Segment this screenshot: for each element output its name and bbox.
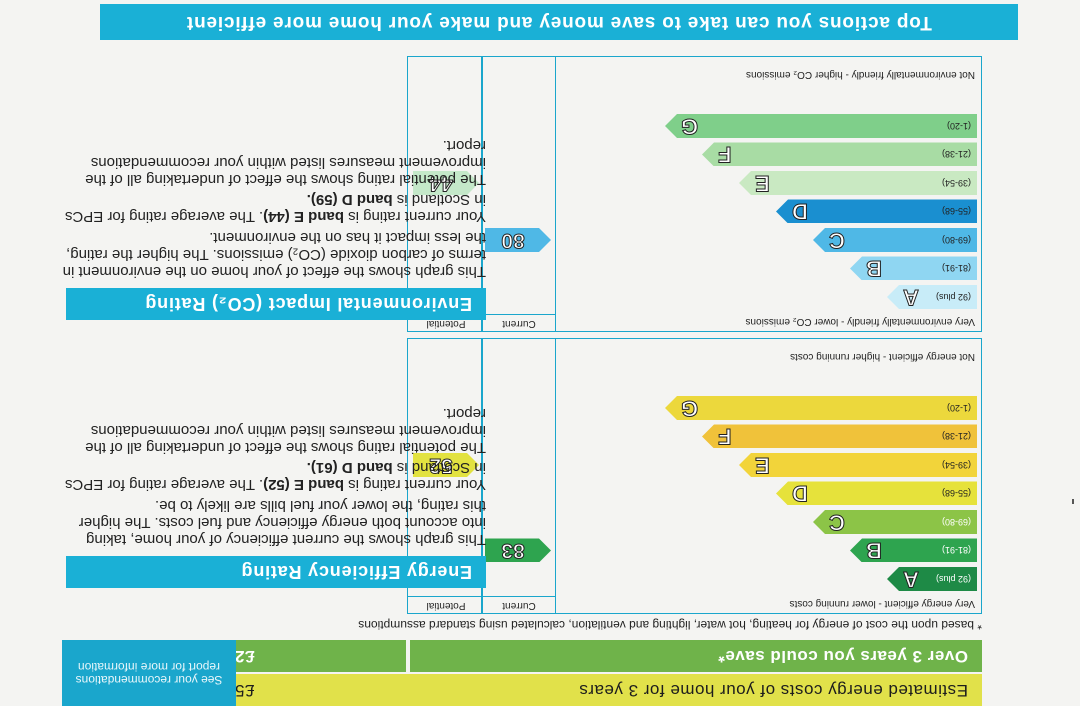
page-header-bar: Top actions you can take to save money a… bbox=[100, 4, 1018, 40]
co2-band-letter: A bbox=[903, 285, 919, 310]
co2-para-2: Your current rating is band E (44). The … bbox=[64, 191, 486, 225]
energy-efficiency-heading: Energy Efficiency Rating bbox=[66, 556, 486, 588]
energy-band-letter: E bbox=[755, 453, 770, 478]
co2-current-band: band E (44) bbox=[263, 208, 344, 225]
energy-current-band: band E (52) bbox=[263, 476, 344, 493]
energy-band-d: (55-68) D bbox=[776, 482, 977, 506]
co2-band-range: (39-54) bbox=[941, 178, 971, 188]
energy-bottom-caption: Not energy efficient - higher running co… bbox=[790, 351, 975, 362]
co2-band-range: (81-91) bbox=[941, 263, 971, 274]
energy-para-2: Your current rating is band E (52). The … bbox=[64, 459, 486, 493]
energy-potential-arrow: 83 bbox=[485, 539, 551, 563]
energy-band-letter: D bbox=[792, 481, 808, 507]
energy-band-letter: C bbox=[829, 510, 845, 535]
energy-para-3: The potential rating shows the effect of… bbox=[85, 405, 486, 456]
energy-col-potential: Potential bbox=[426, 600, 466, 611]
energy-col-current: Current bbox=[502, 600, 536, 611]
co2-description: This graph shows the effect of your home… bbox=[62, 137, 486, 280]
co2-chart-frame: Very environmentally friendly - lower CO… bbox=[555, 56, 982, 332]
energy-para-1: This graph shows the current efficiency … bbox=[78, 497, 486, 548]
co2-band-c: (69-80) C bbox=[813, 228, 977, 252]
co2-band-g: (1-20) G bbox=[665, 114, 977, 138]
energy-band-range: (1-20) bbox=[946, 403, 971, 413]
co2-band-range: (21-38) bbox=[941, 149, 971, 160]
co2-band-d: (55-68) D bbox=[776, 200, 977, 224]
co2-bottom-caption: Not environmentally friendly - higher CO… bbox=[746, 69, 975, 80]
savings-divider bbox=[406, 640, 410, 672]
energy-band-range: (21-38) bbox=[941, 431, 971, 442]
energy-band-range: (39-54) bbox=[941, 460, 971, 470]
co2-potential-arrow: 80 bbox=[485, 228, 551, 252]
energy-band-range: (92 plus) bbox=[935, 574, 971, 584]
energy-chart-frame: Very energy efficient - lower running co… bbox=[555, 338, 982, 614]
energy-band-range: (69-80) bbox=[941, 517, 971, 527]
co2-average-band: band D (59). bbox=[306, 191, 393, 208]
co2-band-letter: G bbox=[681, 114, 699, 139]
scan-speck bbox=[1072, 499, 1074, 504]
co2-band-letter: E bbox=[755, 171, 770, 196]
co2-band-letter: D bbox=[792, 199, 808, 225]
energy-top-caption: Very energy efficient - lower running co… bbox=[789, 598, 975, 609]
energy-band-e: (39-54) E bbox=[739, 453, 977, 477]
co2-band-a: (92 plus) A bbox=[887, 285, 977, 309]
energy-band-a: (92 plus) A bbox=[887, 567, 977, 591]
savings-label: Over 3 years you could save* bbox=[717, 647, 968, 666]
co2-band-range: (1-20) bbox=[946, 121, 971, 131]
energy-band-g: (1-20) G bbox=[665, 396, 977, 420]
energy-band-range: (81-91) bbox=[941, 545, 971, 556]
co2-band-letter: C bbox=[829, 228, 845, 253]
recommendations-note: See your recommendations report for more… bbox=[62, 640, 236, 706]
co2-band-f: (21-38) F bbox=[702, 143, 977, 167]
co2-band-b: (81-91) B bbox=[850, 257, 977, 281]
energy-band-letter: G bbox=[681, 396, 699, 421]
footnote: * based upon the cost of energy for heat… bbox=[358, 618, 982, 632]
estimated-costs-label: Estimated energy costs of your home for … bbox=[578, 681, 968, 700]
co2-band-range: (69-80) bbox=[941, 235, 971, 245]
co2-band-letter: B bbox=[866, 256, 882, 282]
co2-para-3: The potential rating shows the effect of… bbox=[85, 137, 486, 188]
energy-band-f: (21-38) F bbox=[702, 425, 977, 449]
energy-average-band: band D (61). bbox=[306, 459, 393, 476]
co2-band-letter: F bbox=[718, 142, 732, 168]
co2-band-range: (92 plus) bbox=[935, 292, 971, 302]
energy-band-c: (69-80) C bbox=[813, 510, 977, 534]
co2-col-current: Current bbox=[502, 318, 536, 329]
energy-band-letter: B bbox=[866, 538, 882, 564]
energy-band-b: (81-91) B bbox=[850, 539, 977, 563]
co2-band-e: (39-54) E bbox=[739, 171, 977, 195]
co2-top-caption: Very environmentally friendly - lower CO… bbox=[745, 316, 975, 327]
co2-rating-heading: Environmental Impact (CO₂) Rating bbox=[66, 288, 486, 320]
energy-description: This graph shows the current efficiency … bbox=[62, 405, 486, 548]
energy-band-letter: F bbox=[718, 424, 732, 450]
energy-band-range: (55-68) bbox=[941, 488, 971, 499]
co2-para-1: This graph shows the effect of your home… bbox=[62, 229, 486, 280]
energy-band-letter: A bbox=[903, 567, 919, 592]
co2-band-range: (55-68) bbox=[941, 206, 971, 217]
